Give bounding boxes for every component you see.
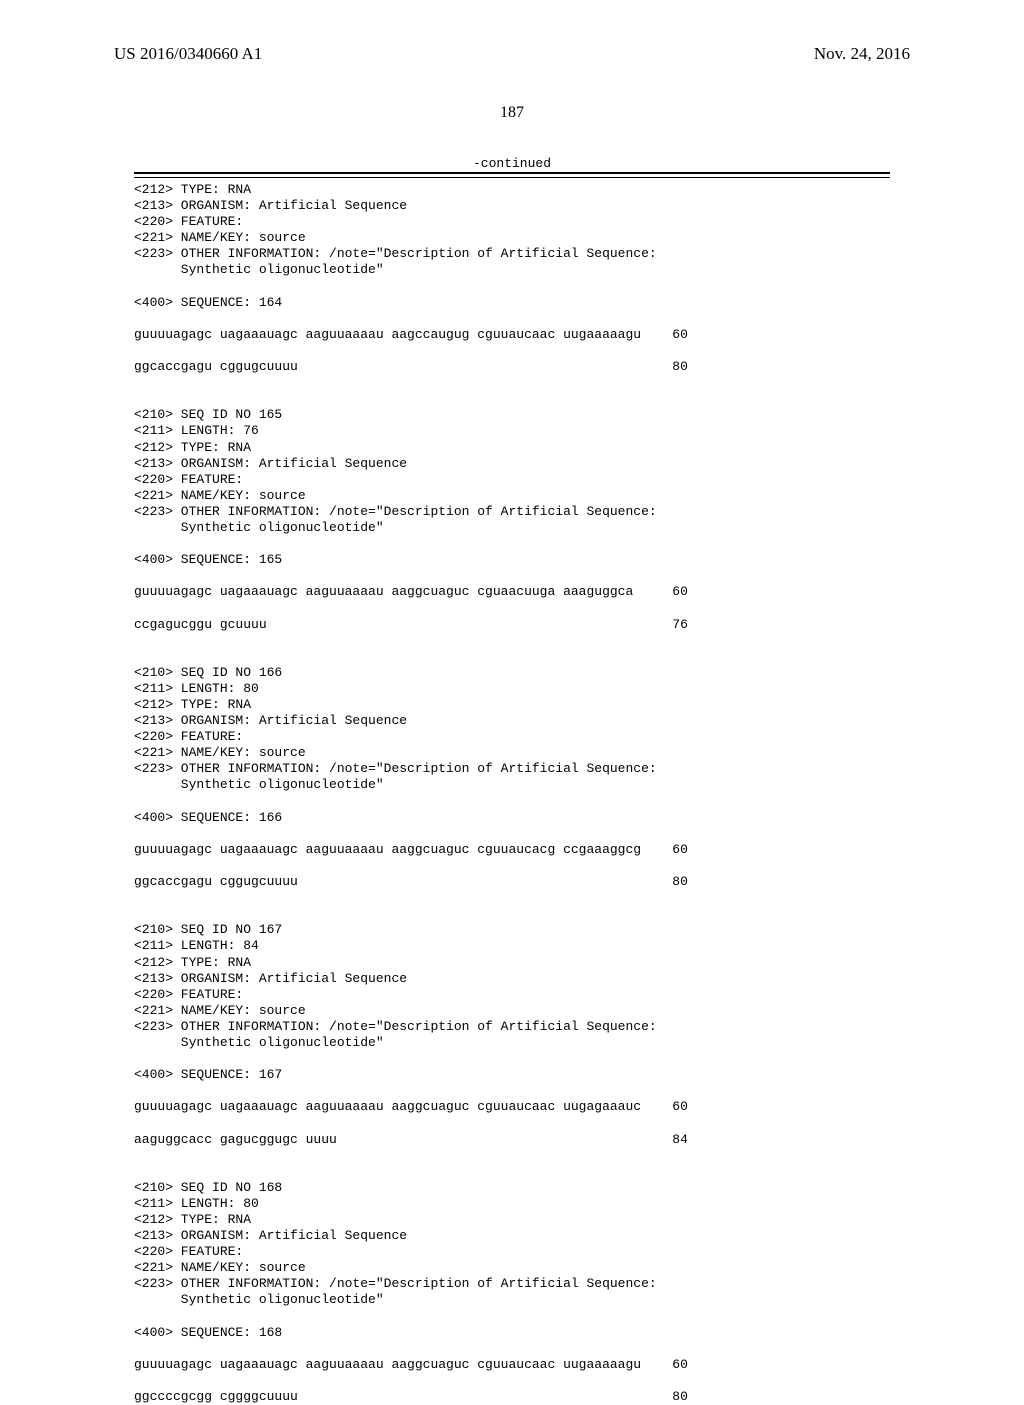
page-header: US 2016/0340660 A1 Nov. 24, 2016 [0, 44, 1024, 68]
publication-number: US 2016/0340660 A1 [114, 44, 262, 64]
sequence-listing: <212> TYPE: RNA <213> ORGANISM: Artifici… [134, 182, 890, 1405]
page-number: 187 [0, 104, 1024, 122]
continued-label: -continued [0, 156, 1024, 171]
publication-date: Nov. 24, 2016 [814, 44, 910, 64]
horizontal-rule-top [134, 172, 890, 178]
